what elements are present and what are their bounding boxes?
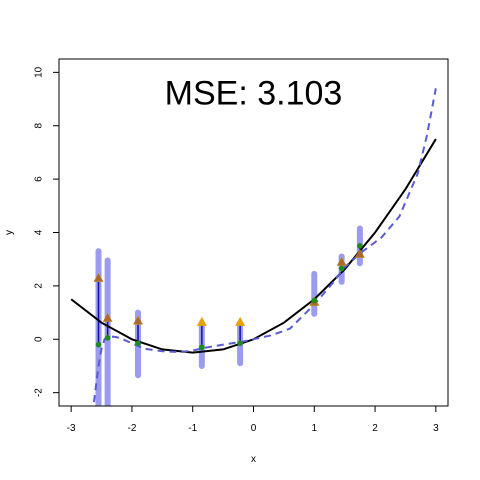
- fitted-point: [338, 265, 345, 272]
- y-axis: -2 0 2 4 6 8 10: [34, 66, 59, 397]
- x-axis: -3 -2 -1 0 1 2 3: [67, 405, 439, 434]
- fitted-point: [311, 297, 318, 304]
- x-tick-label: 3: [433, 423, 439, 434]
- observed-point: [235, 316, 246, 326]
- y-tick-label: 8: [34, 123, 45, 129]
- fitted-point: [199, 344, 205, 351]
- x-tick-label: 0: [251, 423, 257, 434]
- y-axis-title: y: [4, 230, 15, 235]
- fitted-point: [104, 335, 111, 341]
- fitted-point: [237, 340, 243, 347]
- x-tick-label: -3: [67, 423, 76, 434]
- x-axis-title: x: [251, 454, 256, 465]
- fitted-point: [95, 341, 102, 348]
- fitted-point: [135, 340, 141, 347]
- y-tick-label: 2: [34, 283, 45, 289]
- x-tick-label: 1: [312, 423, 318, 434]
- overlap-marker: [103, 313, 113, 322]
- overlap-marker: [94, 273, 104, 282]
- y-tick-label: -2: [34, 388, 45, 397]
- x-tick-label: -2: [127, 423, 136, 434]
- observed-point: [196, 316, 207, 326]
- x-tick-label: 2: [372, 423, 378, 434]
- y-tick-label: 6: [34, 176, 45, 182]
- y-tick-label: 10: [34, 66, 45, 78]
- overlap-marker: [355, 249, 365, 258]
- mse-annotation: MSE: 3.103: [165, 74, 343, 112]
- overlap-marker: [337, 257, 347, 266]
- plot-area: [70, 88, 437, 406]
- y-tick-label: 4: [34, 229, 45, 235]
- fitted-point: [357, 243, 363, 249]
- overlap-marker: [133, 316, 143, 325]
- x-tick-label: -1: [188, 423, 197, 434]
- y-tick-label: 0: [34, 336, 45, 342]
